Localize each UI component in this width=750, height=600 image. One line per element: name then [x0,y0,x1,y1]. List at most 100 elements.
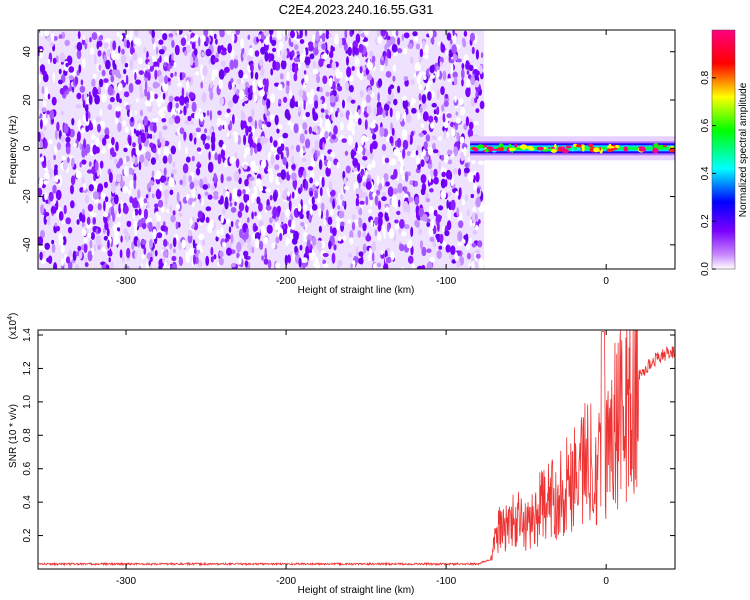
noise-blob [270,154,275,165]
noise-blob [309,177,313,184]
noise-blob [189,218,193,227]
noise-blob [167,63,171,72]
noise-blob [235,30,240,35]
noise-blob [109,155,113,160]
noise-blob [149,133,153,139]
noise-blob [442,113,446,123]
noise-blob [272,206,278,217]
noise-blob [86,169,93,174]
noise-blob [347,219,352,224]
noise-blob [279,211,285,223]
noise-blob [176,30,180,35]
noise-blob [92,217,96,225]
noise-blob [123,204,129,214]
noise-blob [458,187,462,199]
noise-blob [386,223,390,233]
noise-blob [325,209,329,220]
noise-blob [430,37,435,44]
noise-blob [288,37,291,46]
noise-blob [163,147,170,156]
noise-blob [56,121,60,132]
noise-blob [349,230,354,240]
noise-blob [409,134,413,145]
noise-blob [322,52,328,60]
noise-blob [54,174,59,183]
noise-blob [275,154,280,161]
noise-blob [82,100,86,109]
noise-blob [58,68,62,75]
noise-blob [345,165,351,174]
noise-blob [437,151,441,157]
noise-blob [123,265,130,269]
noise-blob [435,233,441,239]
noise-blob [388,50,392,59]
noise-blob [56,225,60,232]
noise-blob [144,80,148,91]
noise-blob [98,78,104,88]
noise-blob [74,76,79,85]
noise-blob [319,117,323,128]
noise-blob [200,81,203,89]
noise-blob [331,61,337,71]
noise-blob [299,30,303,39]
noise-blob [172,248,176,254]
noise-blob [475,49,479,60]
noise-blob [281,224,286,230]
signal-blob [562,148,569,154]
noise-blob [185,146,188,154]
noise-blob [346,56,349,66]
noise-blob [92,144,97,155]
noise-blob [467,156,471,163]
noise-blob [420,188,426,196]
noise-blob [385,206,389,214]
noise-blob [362,243,367,254]
noise-blob [355,33,361,44]
noise-blob [197,210,203,219]
noise-blob [466,209,470,217]
noise-blob [453,146,459,157]
noise-blob [244,254,248,260]
noise-blob [290,215,294,221]
noise-blob [230,207,237,213]
noise-blob [410,79,415,85]
noise-blob [389,136,394,144]
noise-blob [149,180,155,186]
noise-blob [84,145,88,157]
noise-blob [217,153,222,165]
noise-blob [79,85,86,93]
noise-blob [83,138,87,149]
noise-blob [46,36,52,42]
noise-blob [160,137,166,148]
noise-blob [149,264,152,269]
noise-blob [204,143,210,150]
noise-blob [88,184,94,192]
noise-blob [383,173,389,182]
noise-blob [263,113,266,121]
noise-blob [220,195,224,204]
noise-blob [207,161,214,173]
noise-blob [472,68,479,75]
noise-blob [421,101,427,110]
noise-blob [244,179,249,187]
noise-blob [425,134,431,142]
noise-blob [429,229,434,235]
noise-blob [336,161,340,169]
noise-blob [300,222,305,227]
noise-blob [247,116,253,123]
noise-blob [179,72,183,81]
noise-blob [98,85,101,94]
noise-blob [220,173,224,184]
noise-blob [99,120,106,129]
noise-blob [126,247,131,259]
noise-blob [124,127,129,133]
noise-blob [384,43,388,52]
noise-blob [347,253,353,258]
noise-blob [235,55,238,60]
noise-blob [242,52,247,59]
noise-blob [200,133,207,141]
noise-blob [321,43,327,50]
noise-blob [378,183,383,191]
noise-blob [357,105,361,110]
noise-blob [114,230,120,238]
noise-blob [64,39,70,47]
